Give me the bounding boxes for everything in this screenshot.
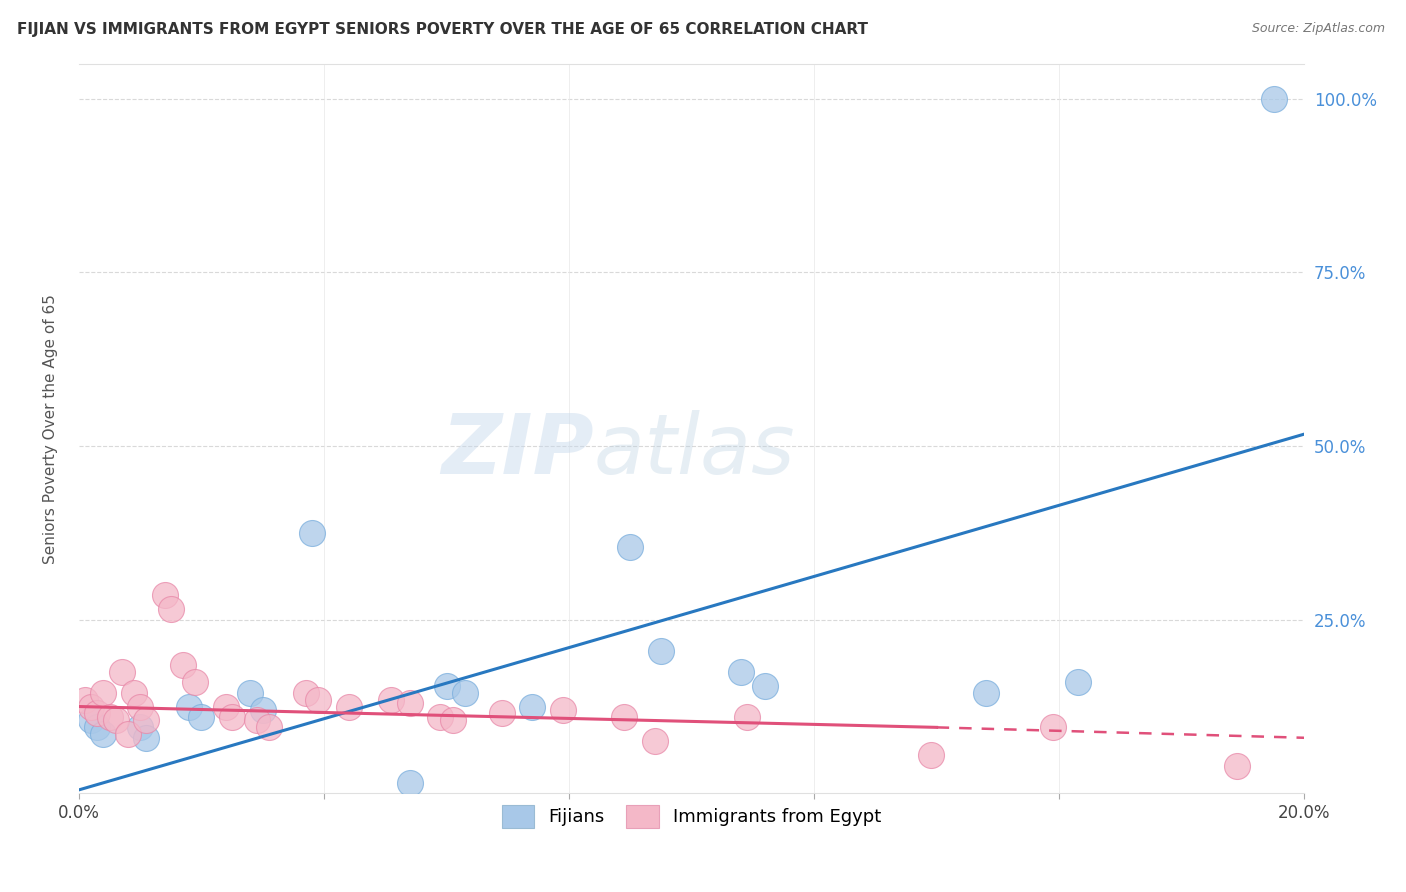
Point: [215, 699, 238, 714]
Text: ZIP: ZIP: [441, 410, 593, 491]
Point: [491, 706, 513, 721]
Point: [441, 714, 464, 728]
Point: [307, 692, 329, 706]
Point: [239, 685, 262, 699]
Point: [454, 685, 477, 699]
Point: [129, 699, 152, 714]
Point: [429, 710, 451, 724]
Point: [80, 714, 103, 728]
Point: [93, 685, 115, 699]
Point: [104, 714, 127, 728]
Text: Source: ZipAtlas.com: Source: ZipAtlas.com: [1251, 22, 1385, 36]
Point: [122, 685, 145, 699]
Point: [190, 710, 212, 724]
Point: [735, 710, 758, 724]
Point: [135, 714, 157, 728]
Point: [398, 696, 420, 710]
Point: [754, 679, 776, 693]
Point: [153, 588, 176, 602]
Text: FIJIAN VS IMMIGRANTS FROM EGYPT SENIORS POVERTY OVER THE AGE OF 65 CORRELATION C: FIJIAN VS IMMIGRANTS FROM EGYPT SENIORS …: [17, 22, 868, 37]
Text: atlas: atlas: [593, 410, 796, 491]
Point: [294, 685, 316, 699]
Point: [86, 706, 108, 721]
Point: [650, 644, 672, 658]
Legend: Fijians, Immigrants from Egypt: Fijians, Immigrants from Egypt: [495, 797, 889, 836]
Point: [380, 692, 402, 706]
Point: [1042, 720, 1064, 734]
Point: [111, 665, 134, 679]
Point: [730, 665, 752, 679]
Point: [179, 699, 201, 714]
Point: [644, 734, 666, 748]
Point: [613, 710, 636, 724]
Point: [522, 699, 544, 714]
Point: [172, 657, 194, 672]
Point: [551, 703, 574, 717]
Point: [301, 525, 323, 540]
Point: [93, 727, 115, 741]
Point: [117, 727, 139, 741]
Point: [1226, 758, 1249, 772]
Point: [80, 699, 103, 714]
Point: [75, 692, 97, 706]
Point: [246, 714, 269, 728]
Point: [129, 720, 152, 734]
Point: [86, 720, 108, 734]
Point: [619, 540, 641, 554]
Point: [135, 731, 157, 745]
Point: [252, 703, 274, 717]
Point: [398, 776, 420, 790]
Y-axis label: Seniors Poverty Over the Age of 65: Seniors Poverty Over the Age of 65: [44, 293, 58, 564]
Point: [1263, 92, 1285, 106]
Point: [184, 675, 207, 690]
Point: [337, 699, 360, 714]
Point: [436, 679, 458, 693]
Point: [160, 602, 183, 616]
Point: [974, 685, 997, 699]
Point: [257, 720, 280, 734]
Point: [1066, 675, 1088, 690]
Point: [221, 710, 243, 724]
Point: [98, 710, 121, 724]
Point: [920, 748, 942, 763]
